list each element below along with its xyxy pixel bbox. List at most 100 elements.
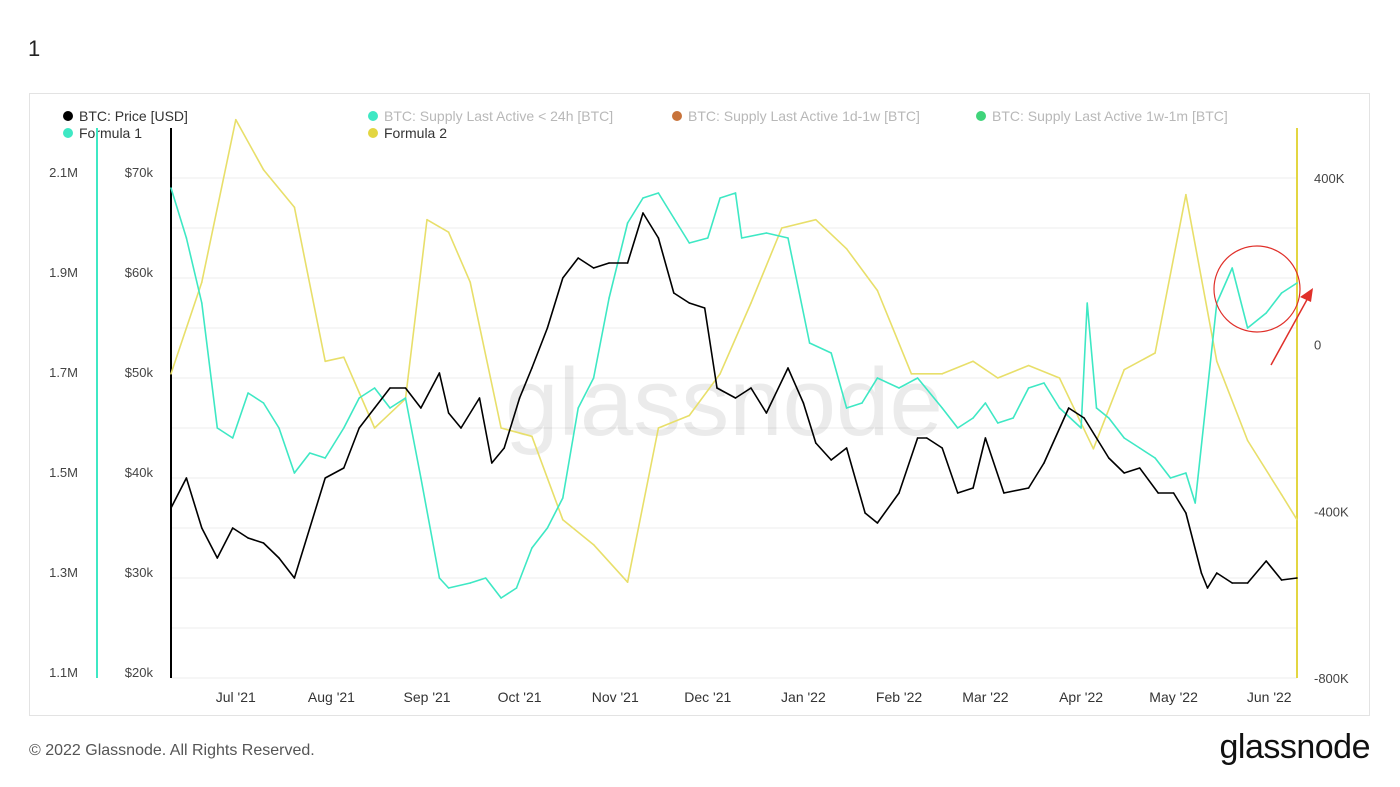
formula1-point <box>1123 437 1126 439</box>
legend-dot-icon <box>63 128 73 138</box>
formula2-tick-label: -800K <box>1314 671 1349 686</box>
formula1-point <box>1231 267 1234 269</box>
price-point <box>1185 512 1187 514</box>
formula1-tick-label: 1.1M <box>49 665 78 680</box>
formula1-point <box>972 417 974 419</box>
legend-item[interactable]: BTC: Supply Last Active 1w-1m [BTC] <box>976 108 1228 124</box>
page-number: 1 <box>28 36 41 61</box>
price-point <box>1027 487 1030 489</box>
x-tick-label: Jul '21 <box>216 689 256 705</box>
formula1-point <box>262 402 265 404</box>
annotation-arrow <box>1270 295 1310 366</box>
formula2-point <box>814 218 817 221</box>
formula1-point <box>447 587 450 589</box>
formula1-point <box>1086 302 1089 304</box>
price-point <box>1138 467 1141 469</box>
legend-item[interactable]: Formula 2 <box>368 125 447 141</box>
formula2-point <box>293 206 296 208</box>
price-point <box>787 367 789 369</box>
chart-panel <box>29 93 1370 716</box>
formula1-point <box>688 242 691 244</box>
price-point <box>1296 577 1298 579</box>
formula1-point <box>626 222 629 224</box>
x-tick-label: Sep '21 <box>404 689 451 705</box>
legend-dot-icon <box>368 128 378 138</box>
legend-item[interactable]: BTC: Price [USD] <box>63 108 188 124</box>
formula1-tick-label: 1.3M <box>49 565 78 580</box>
price-point <box>447 412 450 414</box>
price-point <box>688 302 691 304</box>
formula1-point <box>956 427 959 429</box>
formula2-point <box>234 118 237 121</box>
price-point <box>278 557 280 559</box>
formula2-point <box>170 373 172 375</box>
formula1-point <box>373 387 376 389</box>
legend-label: BTC: Supply Last Active 1d-1w [BTC] <box>688 108 920 124</box>
price-point <box>503 447 505 449</box>
formula2-point <box>469 281 472 283</box>
formula2-point <box>592 543 595 546</box>
formula2-point <box>1296 518 1298 521</box>
price-point <box>673 292 675 294</box>
price-point <box>438 372 441 374</box>
formula2-point <box>1280 493 1283 496</box>
formula2-point <box>342 356 345 358</box>
price-point <box>916 437 919 439</box>
price-point <box>750 387 752 389</box>
formula2-point <box>373 427 376 429</box>
price-point <box>941 447 944 449</box>
formula2-point <box>1058 377 1061 379</box>
formula1-point <box>1108 417 1110 419</box>
legend-item[interactable]: BTC: Supply Last Active < 24h [BTC] <box>368 108 613 124</box>
formula1-point <box>808 342 811 344</box>
formula1-point <box>706 237 709 239</box>
formula1-point <box>420 477 422 479</box>
formula1-line <box>170 187 1298 599</box>
formula1-point <box>1154 457 1156 459</box>
x-tick-label: May '22 <box>1149 689 1198 705</box>
price-point <box>1108 457 1110 459</box>
formula1-point <box>500 597 502 599</box>
legend-dot-icon <box>672 111 682 121</box>
formula1-point <box>324 457 327 459</box>
formula1-point <box>1296 282 1298 284</box>
formula1-point <box>734 192 737 194</box>
formula1-point <box>608 297 610 299</box>
price-point <box>293 577 296 579</box>
price-point <box>926 437 928 439</box>
formula2-point <box>1092 448 1095 450</box>
formula2-point <box>996 377 999 379</box>
formula2-tick-label: 0 <box>1314 338 1321 353</box>
formula1-point <box>231 437 234 439</box>
formula1-point <box>787 237 789 239</box>
price-point <box>1067 407 1070 409</box>
price-point <box>830 459 832 461</box>
formula1-point <box>342 427 345 429</box>
x-tick-label: Aug '21 <box>308 689 355 705</box>
legend-item[interactable]: Formula 1 <box>63 125 142 141</box>
price-point <box>460 427 462 429</box>
formula2-point <box>626 581 629 583</box>
formula2-point <box>1246 439 1249 442</box>
price-point <box>592 267 595 269</box>
price-point <box>864 512 866 514</box>
formula1-point <box>740 237 743 239</box>
legend-item[interactable]: BTC: Supply Last Active 1d-1w [BTC] <box>672 108 920 124</box>
price-tick-label: $50k <box>125 365 154 380</box>
formula2-point <box>1215 360 1218 363</box>
price-point <box>972 487 974 489</box>
price-point <box>170 507 172 509</box>
formula2-point <box>657 427 660 429</box>
formula1-point <box>1246 327 1249 329</box>
formula1-point <box>941 407 944 409</box>
formula1-point <box>170 187 172 189</box>
formula1-point <box>916 377 919 379</box>
formula1-point <box>358 397 360 399</box>
price-point <box>814 442 817 444</box>
formula1-point <box>830 352 832 354</box>
legend-label: BTC: Supply Last Active < 24h [BTC] <box>384 108 614 124</box>
price-point <box>765 412 768 414</box>
price-point <box>1206 587 1209 589</box>
formula2-point <box>262 168 265 171</box>
formula1-point <box>293 472 296 474</box>
